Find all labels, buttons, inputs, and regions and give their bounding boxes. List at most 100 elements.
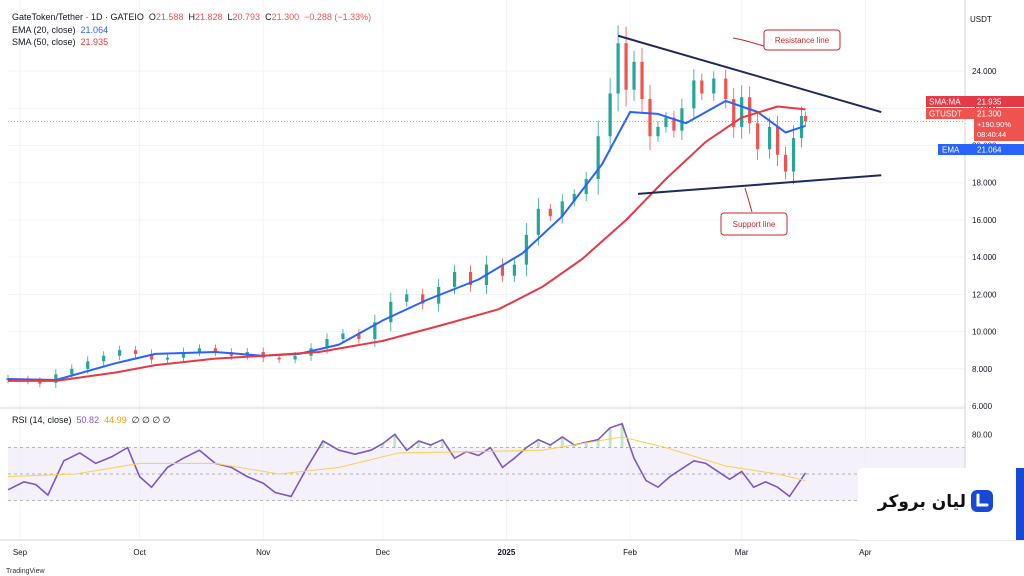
candle bbox=[54, 369, 58, 389]
x-tick-label: Feb bbox=[623, 548, 637, 557]
y-tick-label: 6.000 bbox=[972, 402, 993, 411]
x-tick-label: Sep bbox=[13, 548, 28, 557]
sma-badge: SMA:MA 21.935 bbox=[926, 96, 1024, 107]
open-value: 21.588 bbox=[155, 12, 184, 22]
candle bbox=[700, 73, 704, 101]
x-tick-label: Nov bbox=[256, 548, 270, 557]
rsi-line bbox=[7, 422, 807, 498]
candle bbox=[421, 288, 425, 310]
x-tick-label: 2025 bbox=[498, 548, 516, 557]
high-value: 21.828 bbox=[194, 12, 223, 22]
resistance-callout: Resistance line bbox=[732, 29, 841, 51]
x-tick-label: Oct bbox=[133, 548, 146, 557]
candle bbox=[165, 354, 170, 363]
open-label: O bbox=[148, 12, 156, 22]
price-badge-change: +190.90% bbox=[977, 120, 1011, 129]
candle bbox=[803, 111, 808, 126]
candle bbox=[756, 112, 760, 160]
moving-averages-layer bbox=[7, 99, 806, 382]
sma-legend-label: SMA (50, close) bbox=[12, 37, 76, 47]
support-label: Support line bbox=[733, 220, 776, 229]
resistance-label: Resistance line bbox=[775, 36, 830, 45]
candle bbox=[712, 71, 716, 101]
tradingview-watermark: TradingView bbox=[6, 568, 45, 575]
candle bbox=[624, 26, 628, 107]
candle bbox=[102, 351, 106, 366]
candle bbox=[149, 349, 154, 364]
candle bbox=[692, 69, 696, 120]
y-tick-label: 14.000 bbox=[972, 253, 997, 262]
candle bbox=[572, 188, 576, 207]
price-badge-countdown: 08:40:44 bbox=[977, 130, 1006, 139]
ema-badge-tag: EMA bbox=[942, 146, 960, 155]
rsi-tick-label: 80.00 bbox=[972, 430, 993, 439]
candle bbox=[656, 121, 660, 142]
price-badge-tag: GTUSDT bbox=[929, 110, 962, 119]
close-label: C bbox=[265, 12, 272, 22]
candle bbox=[775, 115, 780, 166]
rsi-legend: RSI (14, close) 50.82 44.99 ∅ ∅ ∅ ∅ bbox=[12, 415, 171, 426]
candle bbox=[213, 344, 217, 356]
sma-legend: SMA (50, close) 21.935 bbox=[12, 37, 108, 48]
rsi-ma-legend-value: 44.99 bbox=[104, 415, 127, 425]
high-label: H bbox=[188, 12, 195, 22]
change-value: −0.288 (−1.33%) bbox=[304, 12, 372, 22]
sma-badge-tag: SMA:MA bbox=[929, 98, 961, 107]
sma-badge-value: 21.935 bbox=[977, 98, 1002, 107]
x-tick-label: Apr bbox=[859, 548, 872, 557]
candle bbox=[500, 258, 505, 282]
candle bbox=[608, 77, 612, 152]
y-tick-label: 8.000 bbox=[972, 365, 993, 374]
candle bbox=[548, 203, 552, 222]
y-tick-label: 16.000 bbox=[972, 216, 997, 225]
candle bbox=[740, 85, 744, 139]
sma-line bbox=[8, 105, 806, 382]
candle bbox=[181, 347, 186, 363]
brand-name: لیان بروکر bbox=[877, 492, 966, 512]
brand-watermark: لیان بروکر bbox=[858, 468, 1024, 540]
candle bbox=[468, 265, 473, 292]
support-line bbox=[637, 174, 882, 195]
candle bbox=[632, 50, 636, 101]
trendlines-layer bbox=[617, 34, 882, 195]
resistance-line bbox=[617, 34, 882, 114]
x-tick-label: Mar bbox=[735, 548, 749, 557]
ema-legend: EMA (20, close) 21.064 bbox=[12, 25, 108, 36]
ema-legend-label: EMA (20, close) bbox=[12, 25, 76, 35]
brand-logo-icon bbox=[971, 490, 993, 512]
candle bbox=[791, 125, 796, 185]
candle bbox=[512, 258, 517, 282]
price-badge: GTUSDT 21.300 +190.90% 08:40:44 bbox=[926, 108, 1024, 141]
y-tick-label: 12.000 bbox=[972, 290, 997, 299]
rsi-ma-line bbox=[7, 436, 806, 482]
rsi-empty-values: ∅ ∅ ∅ ∅ bbox=[131, 415, 171, 425]
candle bbox=[616, 25, 620, 112]
low-value: 20.793 bbox=[232, 12, 261, 22]
ema-badge-value: 21.064 bbox=[977, 146, 1002, 155]
candle bbox=[389, 292, 393, 332]
candle bbox=[783, 147, 788, 180]
candle bbox=[118, 345, 122, 361]
candle bbox=[134, 346, 138, 358]
ema-badge: EMA 21.064 bbox=[938, 144, 1024, 155]
y-tick-label: 24.000 bbox=[972, 67, 997, 76]
y-tick-label: 18.000 bbox=[972, 179, 997, 188]
price-legend: GateToken/Tether · 1D · GATEIO O21.588 H… bbox=[12, 12, 371, 23]
candle bbox=[648, 85, 652, 151]
symbol-title: GateToken/Tether · 1D · GATEIO bbox=[12, 12, 144, 22]
rsi-panel bbox=[7, 422, 965, 501]
currency-label: USDT bbox=[970, 15, 992, 24]
candle bbox=[664, 112, 668, 133]
y-tick-label: 10.000 bbox=[972, 328, 997, 337]
close-value: 21.300 bbox=[271, 12, 300, 22]
rsi-legend-value: 50.82 bbox=[76, 415, 100, 425]
candle bbox=[405, 289, 409, 307]
candle bbox=[640, 47, 644, 113]
candle bbox=[596, 120, 600, 195]
rsi-band bbox=[8, 447, 965, 501]
price-badge-value: 21.300 bbox=[977, 110, 1002, 119]
ema-legend-value: 21.064 bbox=[80, 25, 109, 35]
support-callout: Support line bbox=[720, 187, 788, 236]
candle bbox=[732, 87, 736, 139]
